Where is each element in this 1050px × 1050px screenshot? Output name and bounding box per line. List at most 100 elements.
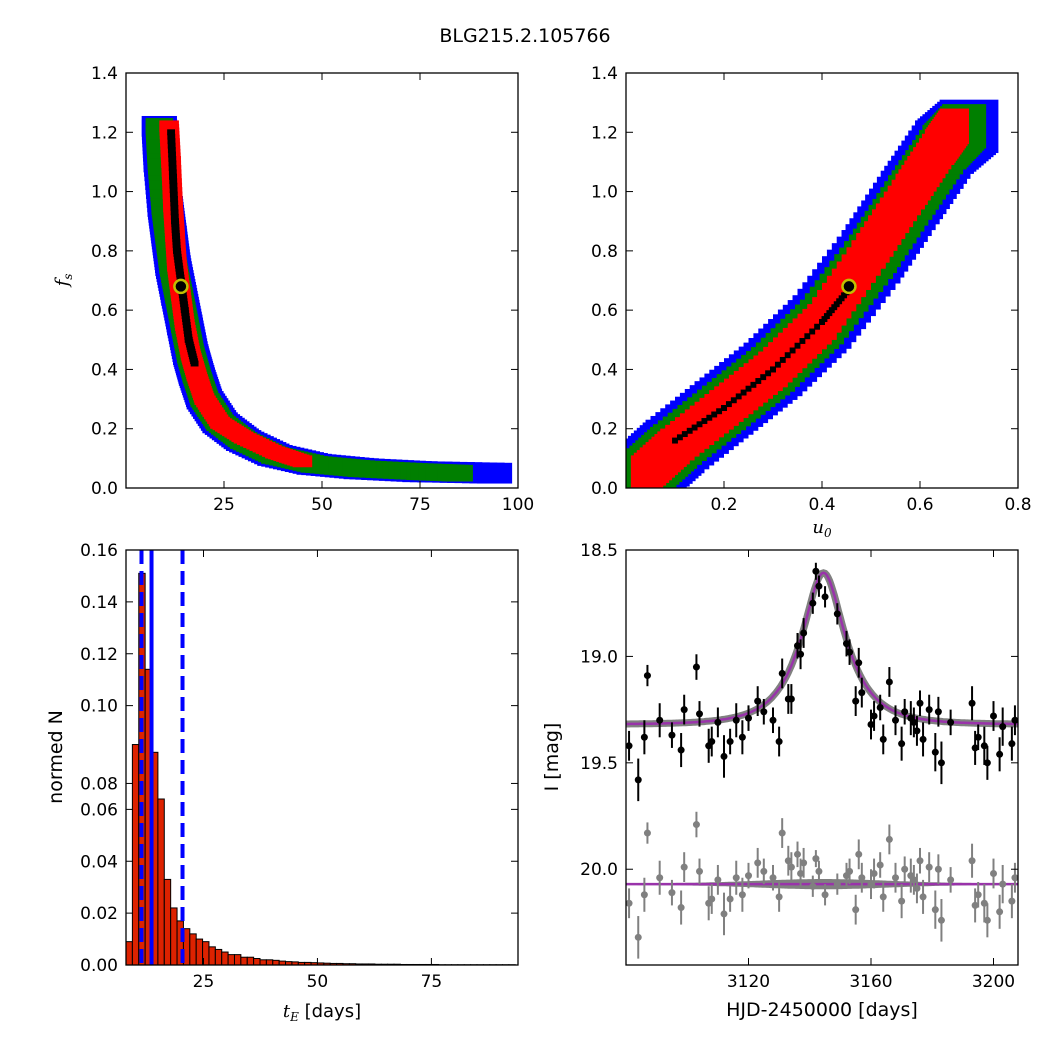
- data-point: [643, 672, 651, 680]
- data-point: [815, 582, 823, 590]
- y-tick-label: 19.0: [580, 647, 618, 667]
- heatmap-cell: [833, 301, 840, 308]
- heatmap-cell: [755, 378, 762, 384]
- heatmap-cell: [172, 241, 181, 248]
- data-point: [971, 744, 979, 752]
- data-point: [925, 863, 933, 871]
- histogram-bar: [233, 954, 242, 965]
- data-point: [996, 908, 1004, 916]
- data-point: [937, 916, 945, 924]
- data-point: [778, 829, 786, 837]
- data-point: [983, 759, 991, 767]
- y-tick-label: 0.0: [91, 479, 118, 499]
- tE-histogram-panel: 25 50 75 0.00 0.02 0.04 0.06 0.08 0.10 0.12 0.14 0.…: [45, 541, 519, 1024]
- heatmap-cell: [178, 292, 187, 299]
- data-point: [898, 740, 906, 748]
- region-black: [167, 129, 199, 367]
- y-axis-label: normed N: [45, 710, 67, 804]
- data-point: [821, 891, 829, 899]
- data-point: [640, 733, 648, 741]
- data-point: [677, 904, 685, 912]
- axis-symbol: t: [283, 1001, 291, 1022]
- heatmap-cell: [701, 418, 708, 424]
- histogram-bar: [157, 798, 165, 965]
- heatmap-cell: [190, 360, 199, 367]
- light-curve-panel: 3120 3160 3200 18.5 19.0 19.5 20.0 HJD-2450000 …: [541, 541, 1019, 1021]
- heatmap-cell: [170, 204, 179, 211]
- fs-vs-tE-panel: 25 50 75 100 0.0 0.2 0.4 0.6 0.8 1.0 1.2 1.4 fs: [52, 64, 534, 515]
- histogram-bar: [272, 959, 280, 965]
- y-tick-label: 0.14: [80, 593, 118, 613]
- figure-title: BLG215.2.105766: [439, 25, 610, 47]
- data-point: [855, 850, 863, 858]
- x-tick-label: 0.2: [710, 495, 737, 515]
- data-point: [833, 610, 841, 618]
- heatmap-cell: [180, 307, 189, 314]
- data-point: [794, 850, 801, 858]
- heatmap-cell: [445, 464, 473, 482]
- data-point: [708, 895, 716, 903]
- heatmap-cell: [774, 361, 781, 368]
- x-axis-label: u0: [812, 517, 832, 540]
- data-point: [901, 865, 909, 873]
- heatmap-cell: [184, 333, 193, 340]
- data-point: [879, 893, 887, 901]
- heatmap-cell: [794, 342, 801, 349]
- histogram-bar: [163, 878, 172, 965]
- data-point: [980, 742, 988, 750]
- histogram-bar: [208, 946, 216, 965]
- heatmap-cell: [170, 213, 179, 220]
- x-tick-label: 3160: [849, 972, 892, 992]
- x-tick-label: 3120: [727, 972, 770, 992]
- heatmap-cell: [784, 352, 791, 359]
- data-point: [626, 899, 633, 907]
- heatmap-cell: [750, 381, 757, 388]
- data-point: [855, 659, 863, 667]
- data-point: [937, 759, 945, 767]
- plot-area: [126, 550, 516, 965]
- data-point: [738, 733, 746, 741]
- heatmap-cell: [721, 405, 727, 411]
- data-point: [996, 750, 1004, 758]
- plot-area: [626, 99, 999, 488]
- histogram-bar: [259, 959, 267, 965]
- data-point: [892, 716, 899, 724]
- axis-subscript: s: [61, 274, 75, 280]
- data-point: [983, 916, 991, 924]
- data-point: [800, 629, 808, 637]
- histogram-bar: [189, 933, 197, 965]
- y-tick-label: 1.0: [591, 183, 618, 203]
- axes-frame: [125, 549, 519, 966]
- axes-frame: [625, 549, 1019, 966]
- heatmap-cell: [167, 133, 176, 140]
- heatmap-cell: [175, 265, 184, 272]
- data-point: [901, 708, 909, 716]
- heatmap-cell: [171, 221, 180, 228]
- data-point: [769, 874, 777, 882]
- x-tick-label: 75: [421, 972, 443, 992]
- histogram-bar: [227, 954, 235, 965]
- data-point: [754, 697, 762, 705]
- fs-vs-u0-panel: 0.2 0.4 0.6 0.8 0.0 0.2 0.4 0.6 0.8 1.0 1.2 1.4 u0: [591, 64, 1032, 540]
- y-tick-label: 0.00: [80, 956, 118, 976]
- data-point: [843, 640, 850, 648]
- histogram-bar: [195, 938, 204, 965]
- axis-symbol: u: [812, 517, 824, 538]
- y-tick-label: 20.0: [580, 860, 618, 880]
- data-point: [925, 706, 933, 714]
- heatmap-cell: [672, 437, 678, 444]
- data-point: [919, 893, 927, 901]
- data-point: [692, 821, 700, 829]
- data-point: [787, 863, 795, 871]
- heatmap-cell: [184, 330, 192, 337]
- data-point: [898, 897, 906, 905]
- data-point: [815, 867, 823, 875]
- histogram-bar: [265, 959, 274, 965]
- heatmap-cell: [176, 271, 185, 278]
- data-point: [809, 599, 817, 607]
- data-point: [745, 714, 752, 722]
- data-point: [784, 857, 792, 865]
- heatmap-cell: [167, 138, 176, 145]
- heatmap-cell: [476, 462, 513, 484]
- heatmap-cell: [168, 160, 177, 167]
